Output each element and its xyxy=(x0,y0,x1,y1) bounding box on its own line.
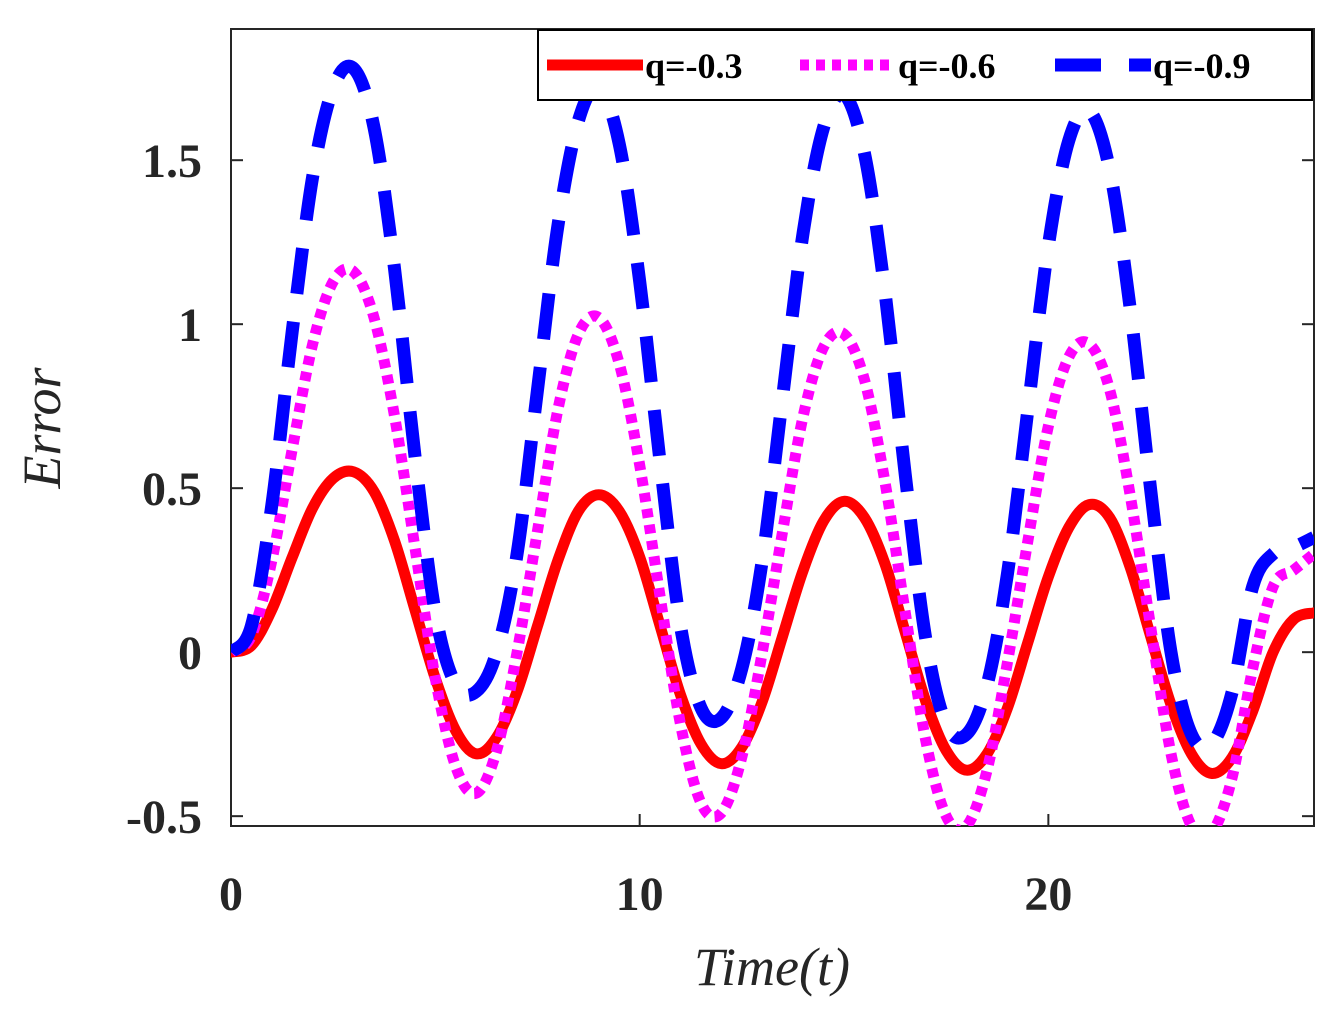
series-lines xyxy=(231,59,1314,826)
legend: q=-0.3 q=-0.6 q=-0.9 xyxy=(537,29,1313,101)
x-axis-title: Time(t) xyxy=(694,937,850,997)
y-tick-label: 1 xyxy=(178,299,202,352)
x-tick-label: 0 xyxy=(219,868,243,921)
y-tick-label: 0.5 xyxy=(142,463,202,516)
y-axis-ticks: -0.5 0 0.5 1 1.5 xyxy=(126,135,1314,844)
y-tick-label: 1.5 xyxy=(142,135,202,188)
legend-label-1: q=-0.3 xyxy=(645,46,743,86)
x-tick-label: 20 xyxy=(1024,868,1072,921)
legend-label-2: q=-0.6 xyxy=(898,46,996,86)
y-tick-label: -0.5 xyxy=(126,791,202,844)
legend-box xyxy=(537,29,1313,101)
x-tick-label: 10 xyxy=(616,868,664,921)
series-line-1 xyxy=(231,465,1314,779)
legend-label-3: q=-0.9 xyxy=(1153,46,1251,86)
series-line-2 xyxy=(231,263,1314,826)
x-axis-ticks: 0 10 20 xyxy=(219,29,1072,921)
y-tick-label: 0 xyxy=(178,627,202,680)
series-line-3 xyxy=(231,59,1314,755)
y-axis-title: Error xyxy=(12,367,72,490)
